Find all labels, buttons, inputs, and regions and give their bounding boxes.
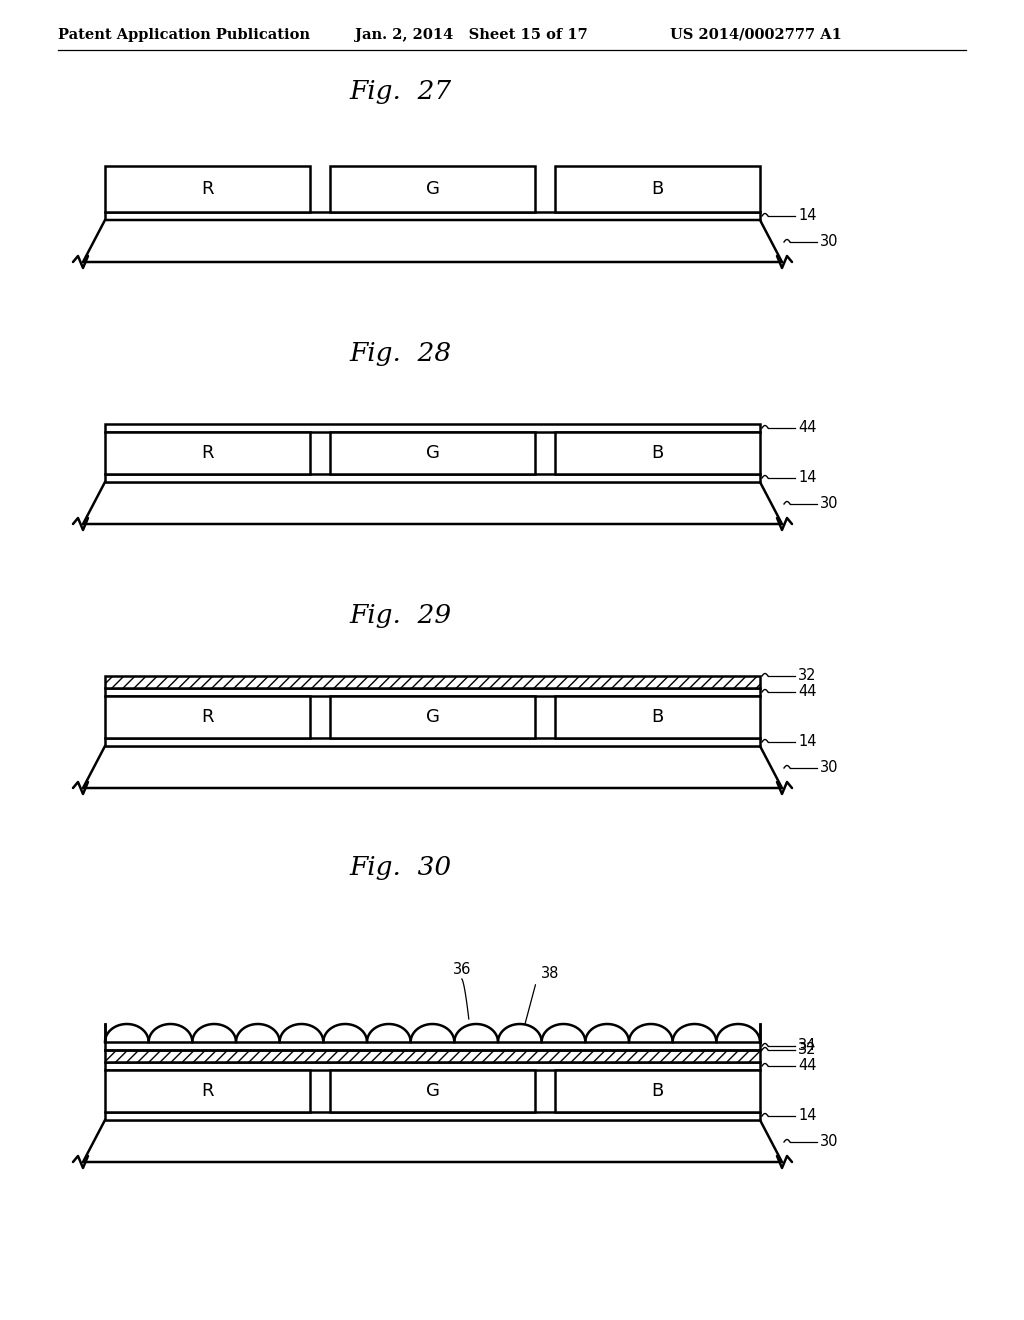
Text: 32: 32 <box>798 668 816 684</box>
Text: Fig.  28: Fig. 28 <box>349 341 451 366</box>
Text: G: G <box>426 444 439 462</box>
Text: 14: 14 <box>798 470 816 486</box>
Bar <box>105 696 310 738</box>
Bar <box>105 432 310 474</box>
Bar <box>105 676 760 688</box>
Bar <box>105 474 760 482</box>
Text: G: G <box>426 1082 439 1100</box>
Text: 14: 14 <box>798 734 816 750</box>
Text: R: R <box>202 1082 214 1100</box>
Text: 14: 14 <box>798 209 816 223</box>
Bar <box>330 166 535 213</box>
Polygon shape <box>83 746 782 788</box>
Bar <box>105 1063 760 1071</box>
Text: 30: 30 <box>820 496 839 511</box>
Text: 30: 30 <box>820 235 839 249</box>
Bar <box>555 432 760 474</box>
Text: 38: 38 <box>542 966 559 982</box>
Bar <box>105 424 760 432</box>
Bar <box>330 432 535 474</box>
Text: Jan. 2, 2014   Sheet 15 of 17: Jan. 2, 2014 Sheet 15 of 17 <box>355 28 588 42</box>
Text: R: R <box>202 708 214 726</box>
Bar <box>555 1071 760 1111</box>
Text: 32: 32 <box>798 1043 816 1057</box>
Text: Fig.  30: Fig. 30 <box>349 854 451 879</box>
Text: 44: 44 <box>798 685 816 700</box>
Text: 44: 44 <box>798 421 816 436</box>
Text: R: R <box>202 444 214 462</box>
Text: Fig.  29: Fig. 29 <box>349 602 451 627</box>
Bar <box>105 166 310 213</box>
Text: 14: 14 <box>798 1109 816 1123</box>
Bar <box>555 166 760 213</box>
Bar <box>105 1071 310 1111</box>
Text: B: B <box>651 444 664 462</box>
Text: 30: 30 <box>820 760 839 776</box>
Bar <box>105 738 760 746</box>
Polygon shape <box>83 1119 782 1162</box>
Text: 36: 36 <box>453 961 471 977</box>
Bar <box>105 1111 760 1119</box>
Text: B: B <box>651 1082 664 1100</box>
Text: 44: 44 <box>798 1059 816 1073</box>
Polygon shape <box>83 220 782 261</box>
Text: R: R <box>202 180 214 198</box>
Bar <box>105 688 760 696</box>
Text: 30: 30 <box>820 1134 839 1150</box>
Bar <box>105 1049 760 1063</box>
Polygon shape <box>83 482 782 524</box>
Text: Fig.  27: Fig. 27 <box>349 79 451 104</box>
Text: G: G <box>426 180 439 198</box>
Bar <box>330 1071 535 1111</box>
Bar <box>555 696 760 738</box>
Text: Patent Application Publication: Patent Application Publication <box>58 28 310 42</box>
Text: 34: 34 <box>798 1039 816 1053</box>
Text: B: B <box>651 180 664 198</box>
Text: B: B <box>651 708 664 726</box>
Text: US 2014/0002777 A1: US 2014/0002777 A1 <box>670 28 842 42</box>
Bar <box>105 213 760 220</box>
Bar <box>330 696 535 738</box>
Text: G: G <box>426 708 439 726</box>
